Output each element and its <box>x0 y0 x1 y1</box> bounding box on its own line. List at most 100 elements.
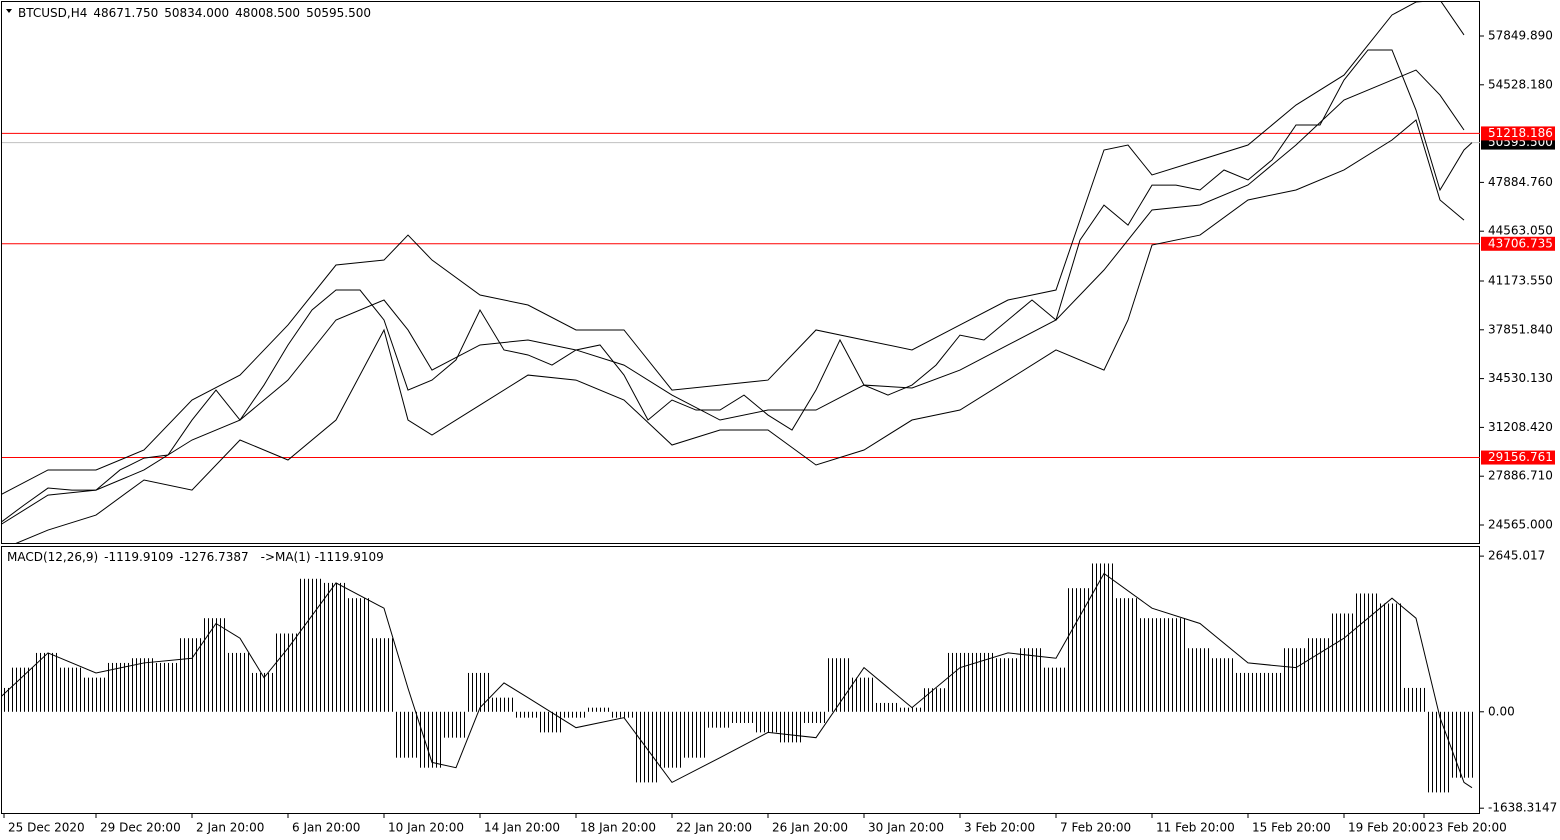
macd-bar <box>300 578 324 712</box>
price-pane <box>2 2 1480 543</box>
macd-bar <box>852 677 876 712</box>
series-line <box>2 49 1473 523</box>
macd-bar <box>1428 711 1452 793</box>
x-tick-label: 10 Jan 20:00 <box>388 821 464 835</box>
ma-value: -1119.9109 <box>315 550 384 564</box>
macd-bar <box>468 672 492 712</box>
x-tick-label: 11 Feb 20:00 <box>1156 821 1235 835</box>
macd-bar <box>372 638 396 712</box>
macd-bar <box>660 711 684 768</box>
macd-bar <box>876 702 900 712</box>
ma-label: ->MA(1) <box>261 550 311 564</box>
macd-bar <box>108 662 132 712</box>
macd-bar <box>1380 603 1404 712</box>
x-tick-label: 22 Jan 20:00 <box>676 821 752 835</box>
price-level-label: 51218.186 <box>1488 126 1553 140</box>
macd-bar <box>204 618 228 712</box>
y-tick-label: 27886.710 <box>1488 469 1553 483</box>
y-tick-label: 54528.180 <box>1488 77 1553 91</box>
x-tick-label: 15 Feb 20:00 <box>1252 821 1331 835</box>
macd-bar <box>828 658 852 712</box>
macd-bar <box>780 711 804 743</box>
price-level-tag <box>1481 236 1555 251</box>
y-tick-label: 44563.050 <box>1488 224 1553 238</box>
price-level-tag <box>1481 450 1555 465</box>
macd-bar <box>348 598 372 712</box>
macd-bar <box>1212 658 1236 712</box>
macd-bar <box>252 672 276 712</box>
x-tick-label: 14 Jan 20:00 <box>484 821 560 835</box>
x-tick-label: 6 Jan 20:00 <box>292 821 360 835</box>
macd-bar <box>420 711 444 768</box>
macd-bar <box>972 652 996 712</box>
x-tick-label: 26 Jan 20:00 <box>772 821 848 835</box>
macd-bar <box>540 711 564 733</box>
macd-bar <box>1308 638 1332 712</box>
header-title: BTCUSD,H4 <box>18 6 87 20</box>
macd-bar <box>1284 648 1308 712</box>
macd-bar <box>1404 687 1428 712</box>
y-tick-label: 0.00 <box>1488 704 1515 718</box>
price-level-label: 29156.761 <box>1488 450 1553 464</box>
macd-bar <box>180 638 204 712</box>
series-line <box>2 69 1465 525</box>
x-tick-label: 29 Dec 20:00 <box>100 821 181 835</box>
series-line <box>2 2 1465 495</box>
price-header: BTCUSD,H4 48671.750 50834.000 48008.500 5059… <box>18 6 371 20</box>
macd-bar <box>804 711 828 723</box>
macd-bar <box>1020 648 1044 712</box>
macd-bar <box>564 711 588 718</box>
series-line <box>2 572 1473 789</box>
axes: 57849.890 54528.180 47884.760 44563.050 4117… <box>3 28 1557 835</box>
macd-bar <box>924 688 948 712</box>
y-tick-label: 2645.017 <box>1488 549 1545 563</box>
macd-bar <box>1068 588 1092 712</box>
x-tick-label: 25 Dec 2020 <box>8 821 85 835</box>
price-level-tag <box>1481 126 1555 141</box>
macd-bar <box>708 711 732 728</box>
macd-bar <box>444 711 468 738</box>
macd-bar <box>900 707 924 712</box>
y-tick-label: 31208.420 <box>1488 420 1553 434</box>
macd-pane-border <box>1 546 1480 814</box>
y-tick-label: -1638.3147 <box>1488 801 1557 815</box>
macd-bar <box>60 667 84 712</box>
menu-triangle[interactable] <box>6 9 12 13</box>
macd-bar <box>84 677 108 712</box>
price-level-label: 43706.735 <box>1488 236 1553 250</box>
y-tick-label: 57849.890 <box>1488 28 1553 42</box>
macd-bar <box>492 697 516 712</box>
macd-bar <box>1260 672 1284 712</box>
macd-bar <box>636 711 660 783</box>
header-value: -1119.9109 <box>104 550 173 564</box>
y-tick-label: 41173.550 <box>1488 273 1553 287</box>
macd-bar <box>1044 667 1068 712</box>
macd-pane <box>2 563 1476 793</box>
header-value: 50595.500 <box>306 6 371 20</box>
series-line <box>15 119 1465 543</box>
y-tick-label: 47884.760 <box>1488 175 1553 189</box>
x-tick-label: 23 Feb 20:00 <box>1428 821 1507 835</box>
macd-bar <box>1092 563 1116 712</box>
macd-bar <box>1356 593 1380 712</box>
macd-bar <box>1164 618 1188 712</box>
macd-bar <box>588 707 612 712</box>
header-title: MACD(12,26,9) <box>7 550 98 564</box>
macd-bar <box>996 658 1020 712</box>
macd-bar <box>276 633 300 712</box>
x-tick-label: 3 Feb 20:00 <box>964 821 1035 835</box>
macd-bar <box>12 667 36 712</box>
macd-bar <box>612 711 636 718</box>
x-tick-label: 30 Jan 20:00 <box>868 821 944 835</box>
x-tick-label: 2 Jan 20:00 <box>196 821 264 835</box>
x-tick-label: 19 Feb 20:00 <box>1348 821 1427 835</box>
macd-bar <box>732 711 756 723</box>
macd-bar <box>324 582 348 712</box>
macd-bar <box>1452 711 1476 778</box>
macd-bar <box>132 658 156 712</box>
macd-bar <box>1140 618 1164 712</box>
macd-bar <box>396 711 420 758</box>
macd-bar <box>156 662 180 712</box>
macd-bar <box>1332 613 1356 712</box>
